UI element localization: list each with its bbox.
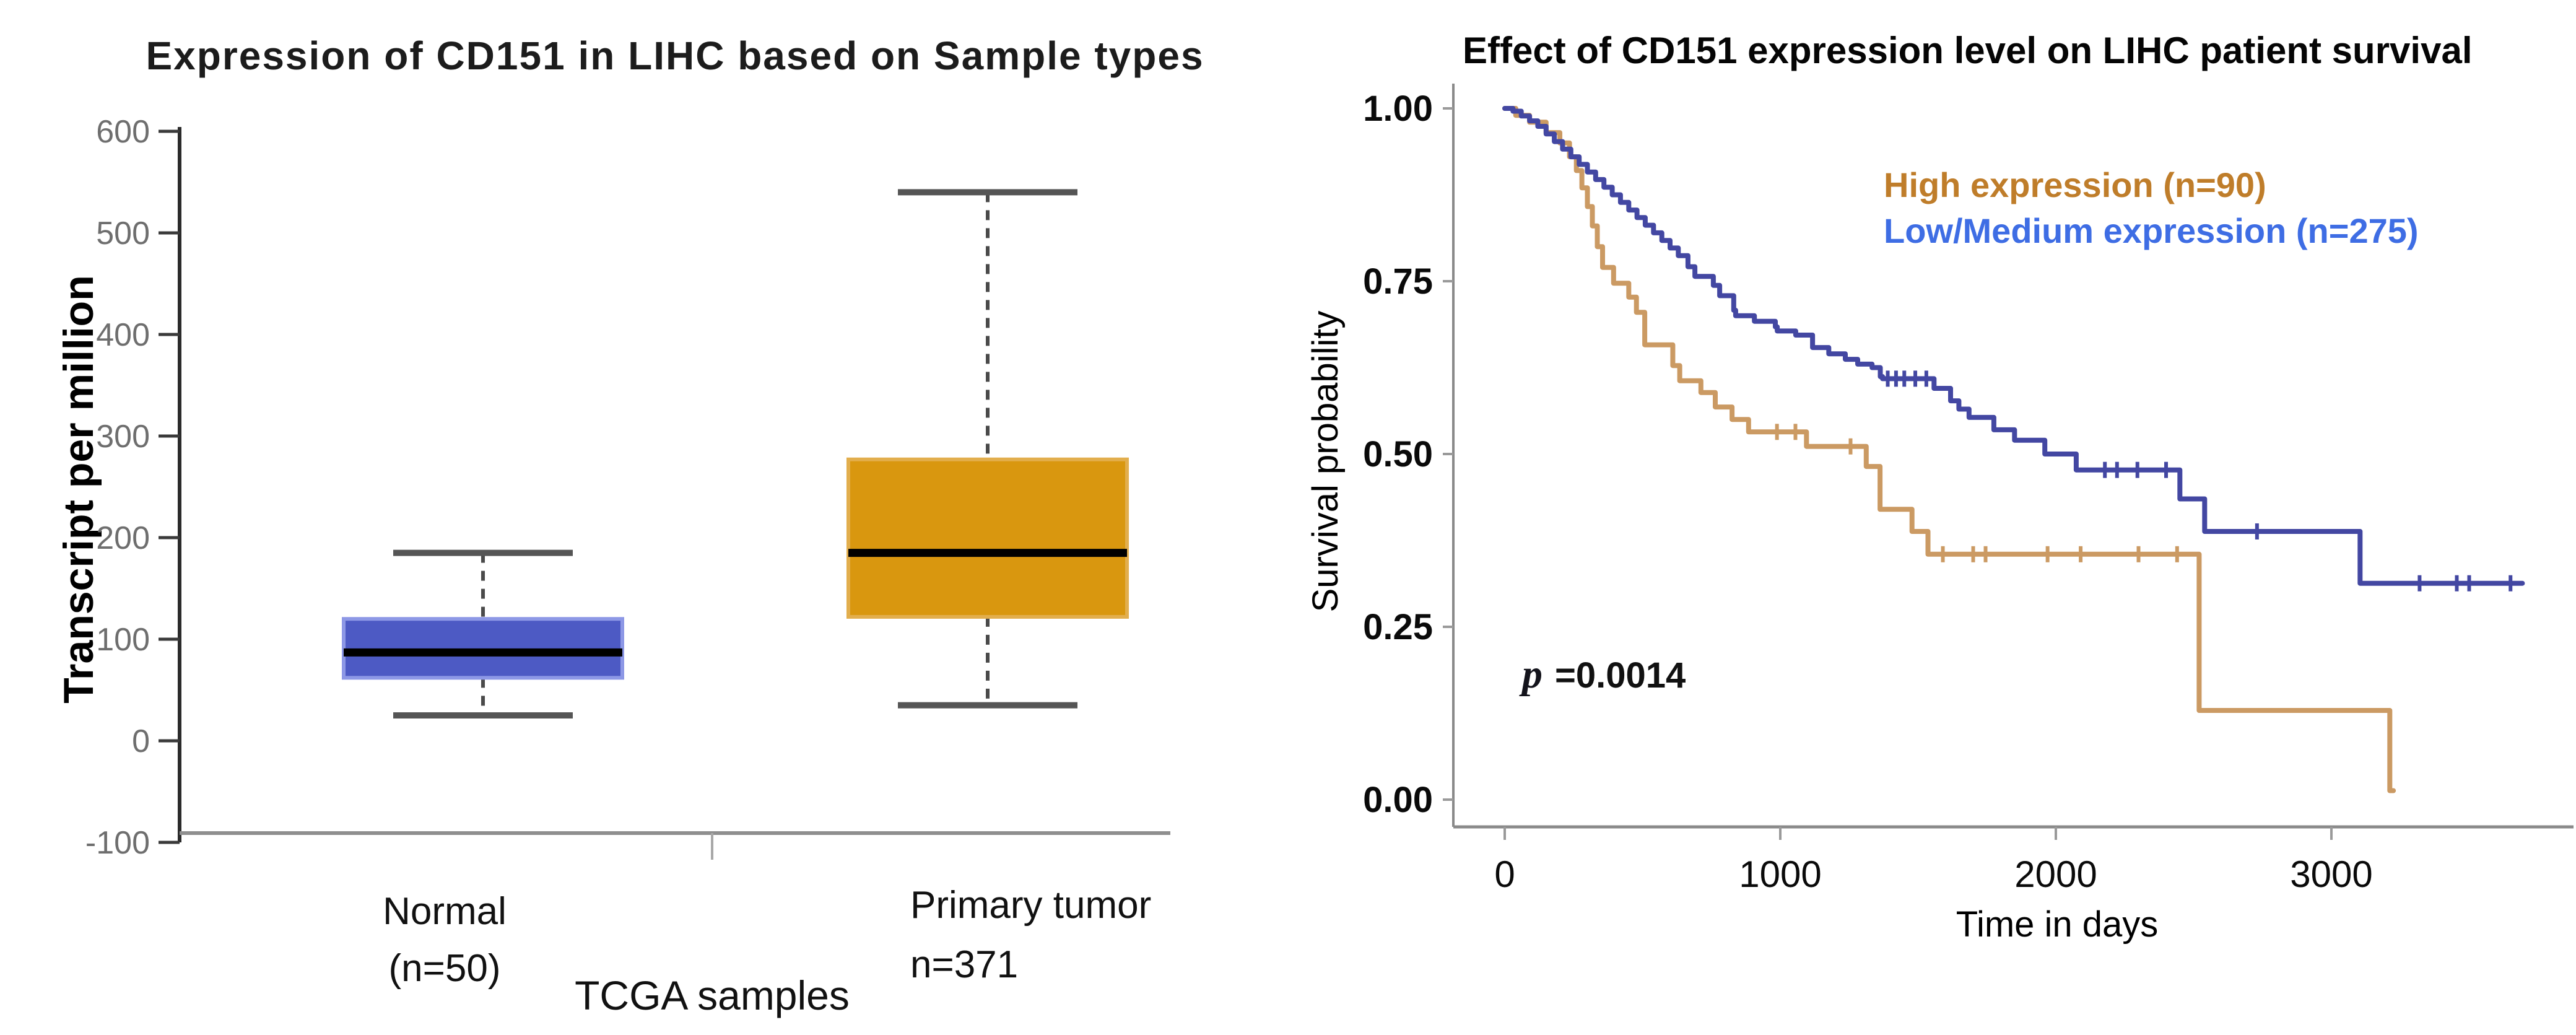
boxplot-y-tick-label: 300 <box>96 419 150 455</box>
boxplot-y-ticks: 600 500 400 300 200 100 0 -100 <box>85 114 180 861</box>
category-sublabel-primary-tumor: n=371 <box>910 943 1018 986</box>
p-value-text: =0.0014 <box>1555 655 1686 696</box>
survival-y-tick-label: 1.00 <box>1363 89 1433 129</box>
boxplot-y-tick-label: 400 <box>96 317 150 353</box>
legend-entry-low-medium-expression: Low/Medium expression (n=275) <box>1884 211 2419 250</box>
boxplot-y-tick-label: 200 <box>96 520 150 556</box>
survival-title: Effect of CD151 expression level on LIHC… <box>1463 30 2473 71</box>
iqr-box <box>846 457 1129 619</box>
survival-panel: Effect of CD151 expression level on LIHC… <box>1305 30 2574 945</box>
p-value-annotation: p =0.0014 <box>1519 652 1686 697</box>
boxplot-panel: Expression of CD151 in LIHC based on Sam… <box>55 33 1204 1018</box>
box-group-primary-tumor <box>846 189 1129 709</box>
boxplot-y-tick-label: 600 <box>96 114 150 150</box>
boxplot-y-tick-label: 100 <box>96 622 150 658</box>
survival-curves <box>1502 106 2525 793</box>
category-label-primary-tumor: Primary tumor <box>910 884 1151 927</box>
survival-x-tick-label: 2000 <box>2014 854 2097 895</box>
survival-y-tick-label: 0.00 <box>1363 780 1433 820</box>
survival-y-tick-label: 0.50 <box>1363 434 1433 474</box>
survival-x-axis-label: Time in days <box>1956 904 2159 945</box>
boxplot-y-axis-label: Transcript per million <box>55 275 102 704</box>
survival-x-ticks: 0 1000 2000 3000 <box>1494 827 2373 895</box>
iqr-box <box>342 617 624 680</box>
survival-x-tick-label: 3000 <box>2290 854 2372 895</box>
category-sublabel-normal: (n=50) <box>389 947 501 990</box>
boxplot-boxes <box>342 189 1129 718</box>
survival-curve-low-medium-expression <box>1502 106 2525 592</box>
survival-x-tick-label: 1000 <box>1739 854 1821 895</box>
survival-y-tick-label: 0.25 <box>1363 607 1433 647</box>
boxplot-y-tick-label: 0 <box>132 723 150 759</box>
survival-x-tick-label: 0 <box>1494 854 1515 895</box>
category-label-normal: Normal <box>383 890 507 933</box>
km-step-line <box>1502 106 2525 586</box>
boxplot-title: Expression of CD151 in LIHC based on Sam… <box>146 33 1204 78</box>
survival-y-tick-label: 0.75 <box>1363 261 1433 302</box>
box-group-normal <box>342 549 624 718</box>
p-value-symbol: p <box>1519 652 1543 697</box>
boxplot-x-axis-label: TCGA samples <box>575 972 850 1018</box>
legend-entry-high-expression: High expression (n=90) <box>1884 165 2266 204</box>
boxplot-y-tick-label: 500 <box>96 216 150 251</box>
survival-y-ticks: 1.00 0.75 0.50 0.25 0.00 <box>1363 89 1453 820</box>
survival-y-axis-label: Survival probability <box>1305 311 1346 613</box>
boxplot-y-tick-label: -100 <box>85 825 150 861</box>
